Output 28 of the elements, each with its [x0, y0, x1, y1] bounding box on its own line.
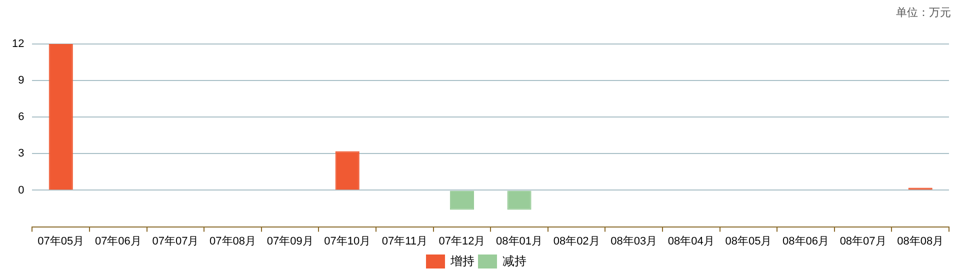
x-tick-label: 07年11月 — [382, 235, 428, 248]
x-tick-label: 07年07月 — [152, 235, 199, 248]
bar — [507, 190, 532, 210]
x-tick-label: 08年03月 — [610, 235, 658, 248]
y-tick-label: 9 — [18, 74, 24, 87]
bar — [48, 44, 73, 190]
x-tick-label: 07年05月 — [38, 235, 84, 248]
x-tick-label: 07年08月 — [210, 235, 256, 248]
legend-label: 增持 — [450, 254, 474, 268]
y-tick-label: 0 — [18, 184, 24, 196]
y-tick-label: 3 — [18, 148, 24, 160]
y-tick-label: 12 — [12, 38, 24, 50]
text: 单位：万元 — [896, 5, 951, 20]
bar — [335, 151, 360, 190]
x-tick-label: 08年04月 — [668, 235, 714, 248]
legend-label: 减持 — [502, 254, 526, 268]
x-tick-label: 07年10月 — [324, 235, 371, 248]
x-tick-label: 08年05月 — [725, 235, 772, 248]
x-tick-label: 07年06月 — [94, 235, 142, 248]
x-tick-label: 08年08月 — [897, 235, 944, 248]
y-tick-label: 6 — [18, 111, 24, 124]
x-tick-label: 07年12月 — [438, 235, 486, 248]
bar — [450, 190, 474, 210]
x-tick-label: 08年01月 — [496, 235, 543, 248]
x-tick-label: 08年07月 — [840, 235, 886, 248]
x-tick-label: 07年09月 — [266, 235, 314, 248]
x-tick-label: 08年02月 — [553, 235, 600, 248]
x-tick-label: 08年06月 — [782, 235, 829, 248]
